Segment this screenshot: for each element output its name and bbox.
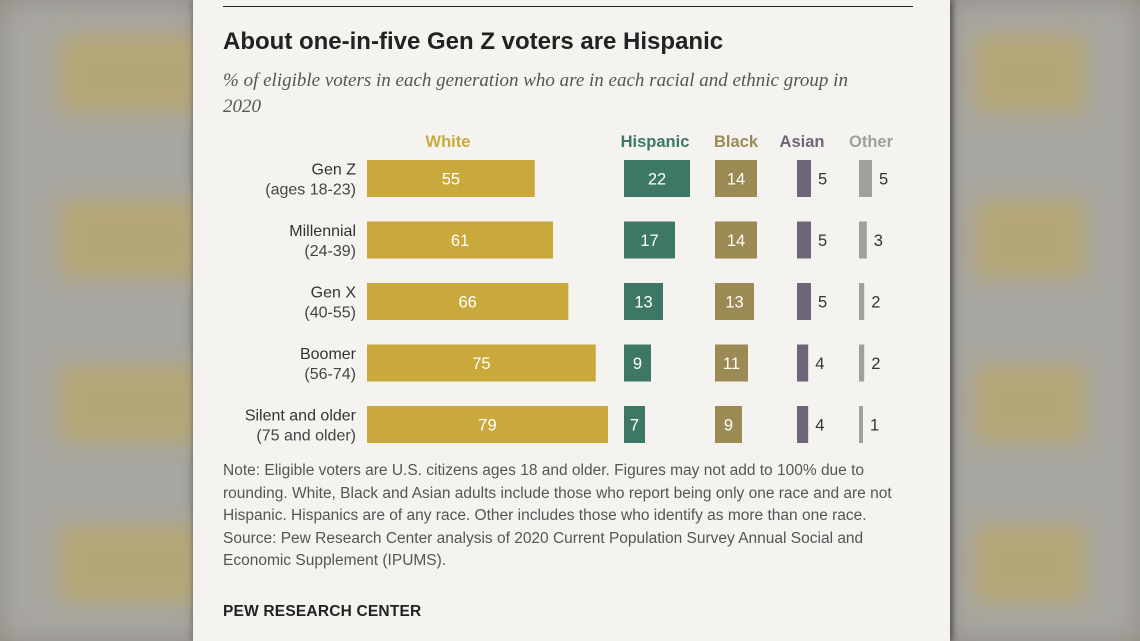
chart-title: About one-in-five Gen Z voters are Hispa…	[223, 28, 724, 55]
background-band	[975, 200, 1085, 278]
footer-credit: PEW RESEARCH CENTER	[223, 603, 422, 620]
data-label-black: 14	[727, 171, 745, 189]
background-band	[975, 365, 1085, 443]
category-sublabel: (56-74)	[304, 366, 356, 383]
bar-chart: White Hispanic Black Asian Other Gen Z (ages 1…	[245, 133, 894, 445]
bar-white	[367, 344, 596, 382]
background-band	[975, 525, 1085, 603]
data-label-other: 2	[871, 355, 880, 373]
bar-black	[715, 344, 748, 382]
background-band	[60, 365, 200, 443]
legend-black: Black	[714, 133, 759, 151]
background-band	[975, 35, 1085, 113]
data-label-white: 55	[442, 171, 460, 189]
bar-hispanic	[624, 406, 645, 443]
legend-other: Other	[849, 133, 894, 151]
bar-other	[859, 221, 867, 259]
bar-black	[715, 406, 742, 443]
data-label-hispanic: 9	[633, 355, 642, 373]
bar-white	[367, 406, 608, 443]
category-label: Millennial	[289, 223, 356, 240]
legend-white: White	[426, 133, 471, 151]
data-label-white: 75	[472, 355, 490, 373]
legend-asian: Asian	[780, 133, 825, 151]
bar-black	[715, 221, 757, 259]
data-label-asian: 5	[818, 232, 827, 250]
bar-white	[367, 283, 569, 320]
data-label-asian: 5	[818, 171, 827, 189]
chart-card: About one-in-five Gen Z voters are Hispa…	[193, 0, 950, 641]
bar-hispanic	[624, 283, 663, 320]
bar-asian	[797, 406, 809, 443]
note-text: Note: Eligible voters are U.S. citizens …	[223, 462, 892, 524]
card-shadow	[946, 0, 954, 641]
bar-other	[859, 160, 872, 197]
bar-white	[367, 221, 554, 259]
category-sublabel: (ages 18-23)	[265, 182, 356, 199]
data-label-black: 9	[724, 417, 733, 435]
data-label-hispanic: 22	[648, 171, 666, 189]
category-label: Boomer	[300, 346, 357, 363]
chart-subtitle: % of eligible voters in each generation …	[223, 70, 848, 117]
data-label-white: 66	[458, 294, 476, 312]
bar-asian	[797, 160, 811, 197]
legend-hispanic: Hispanic	[621, 133, 690, 151]
data-label-black: 11	[723, 355, 740, 373]
data-label-other: 3	[874, 232, 883, 250]
bar-asian	[797, 221, 811, 259]
data-label-other: 5	[879, 171, 888, 189]
data-label-asian: 4	[815, 355, 824, 373]
bar-asian	[797, 344, 809, 382]
data-label-white: 79	[478, 417, 496, 435]
data-label-hispanic: 7	[630, 417, 639, 435]
background-band	[60, 525, 200, 603]
data-label-white: 61	[451, 232, 469, 250]
bar-other	[859, 406, 863, 443]
data-label-other: 2	[871, 294, 880, 312]
data-label-black: 14	[727, 232, 745, 250]
category-label: Silent and older	[245, 408, 357, 425]
background-band	[60, 35, 200, 113]
category-sublabel: (75 and older)	[256, 428, 356, 445]
bar-black	[715, 160, 757, 197]
top-rule	[223, 6, 913, 7]
bar-black	[715, 283, 754, 320]
background-band	[60, 200, 200, 278]
bar-other	[859, 344, 865, 382]
data-label-asian: 4	[815, 417, 824, 435]
chart-notes: Note: Eligible voters are U.S. citizens …	[223, 460, 923, 573]
data-label-other: 1	[870, 417, 879, 435]
data-label-hispanic: 17	[640, 232, 658, 250]
data-label-hispanic: 13	[634, 294, 652, 312]
category-label: Gen X	[311, 285, 357, 302]
bar-hispanic	[624, 221, 675, 259]
data-label-black: 13	[725, 294, 743, 312]
category-sublabel: (24-39)	[304, 243, 356, 260]
category-label: Gen Z	[312, 162, 357, 179]
data-label-asian: 5	[818, 294, 827, 312]
bar-hispanic	[624, 160, 690, 197]
bar-hispanic	[624, 344, 651, 382]
bar-asian	[797, 283, 811, 320]
source-text: Source: Pew Research Center analysis of …	[223, 529, 864, 570]
category-sublabel: (40-55)	[304, 305, 356, 322]
bar-white	[367, 160, 535, 197]
bar-other	[859, 283, 865, 320]
